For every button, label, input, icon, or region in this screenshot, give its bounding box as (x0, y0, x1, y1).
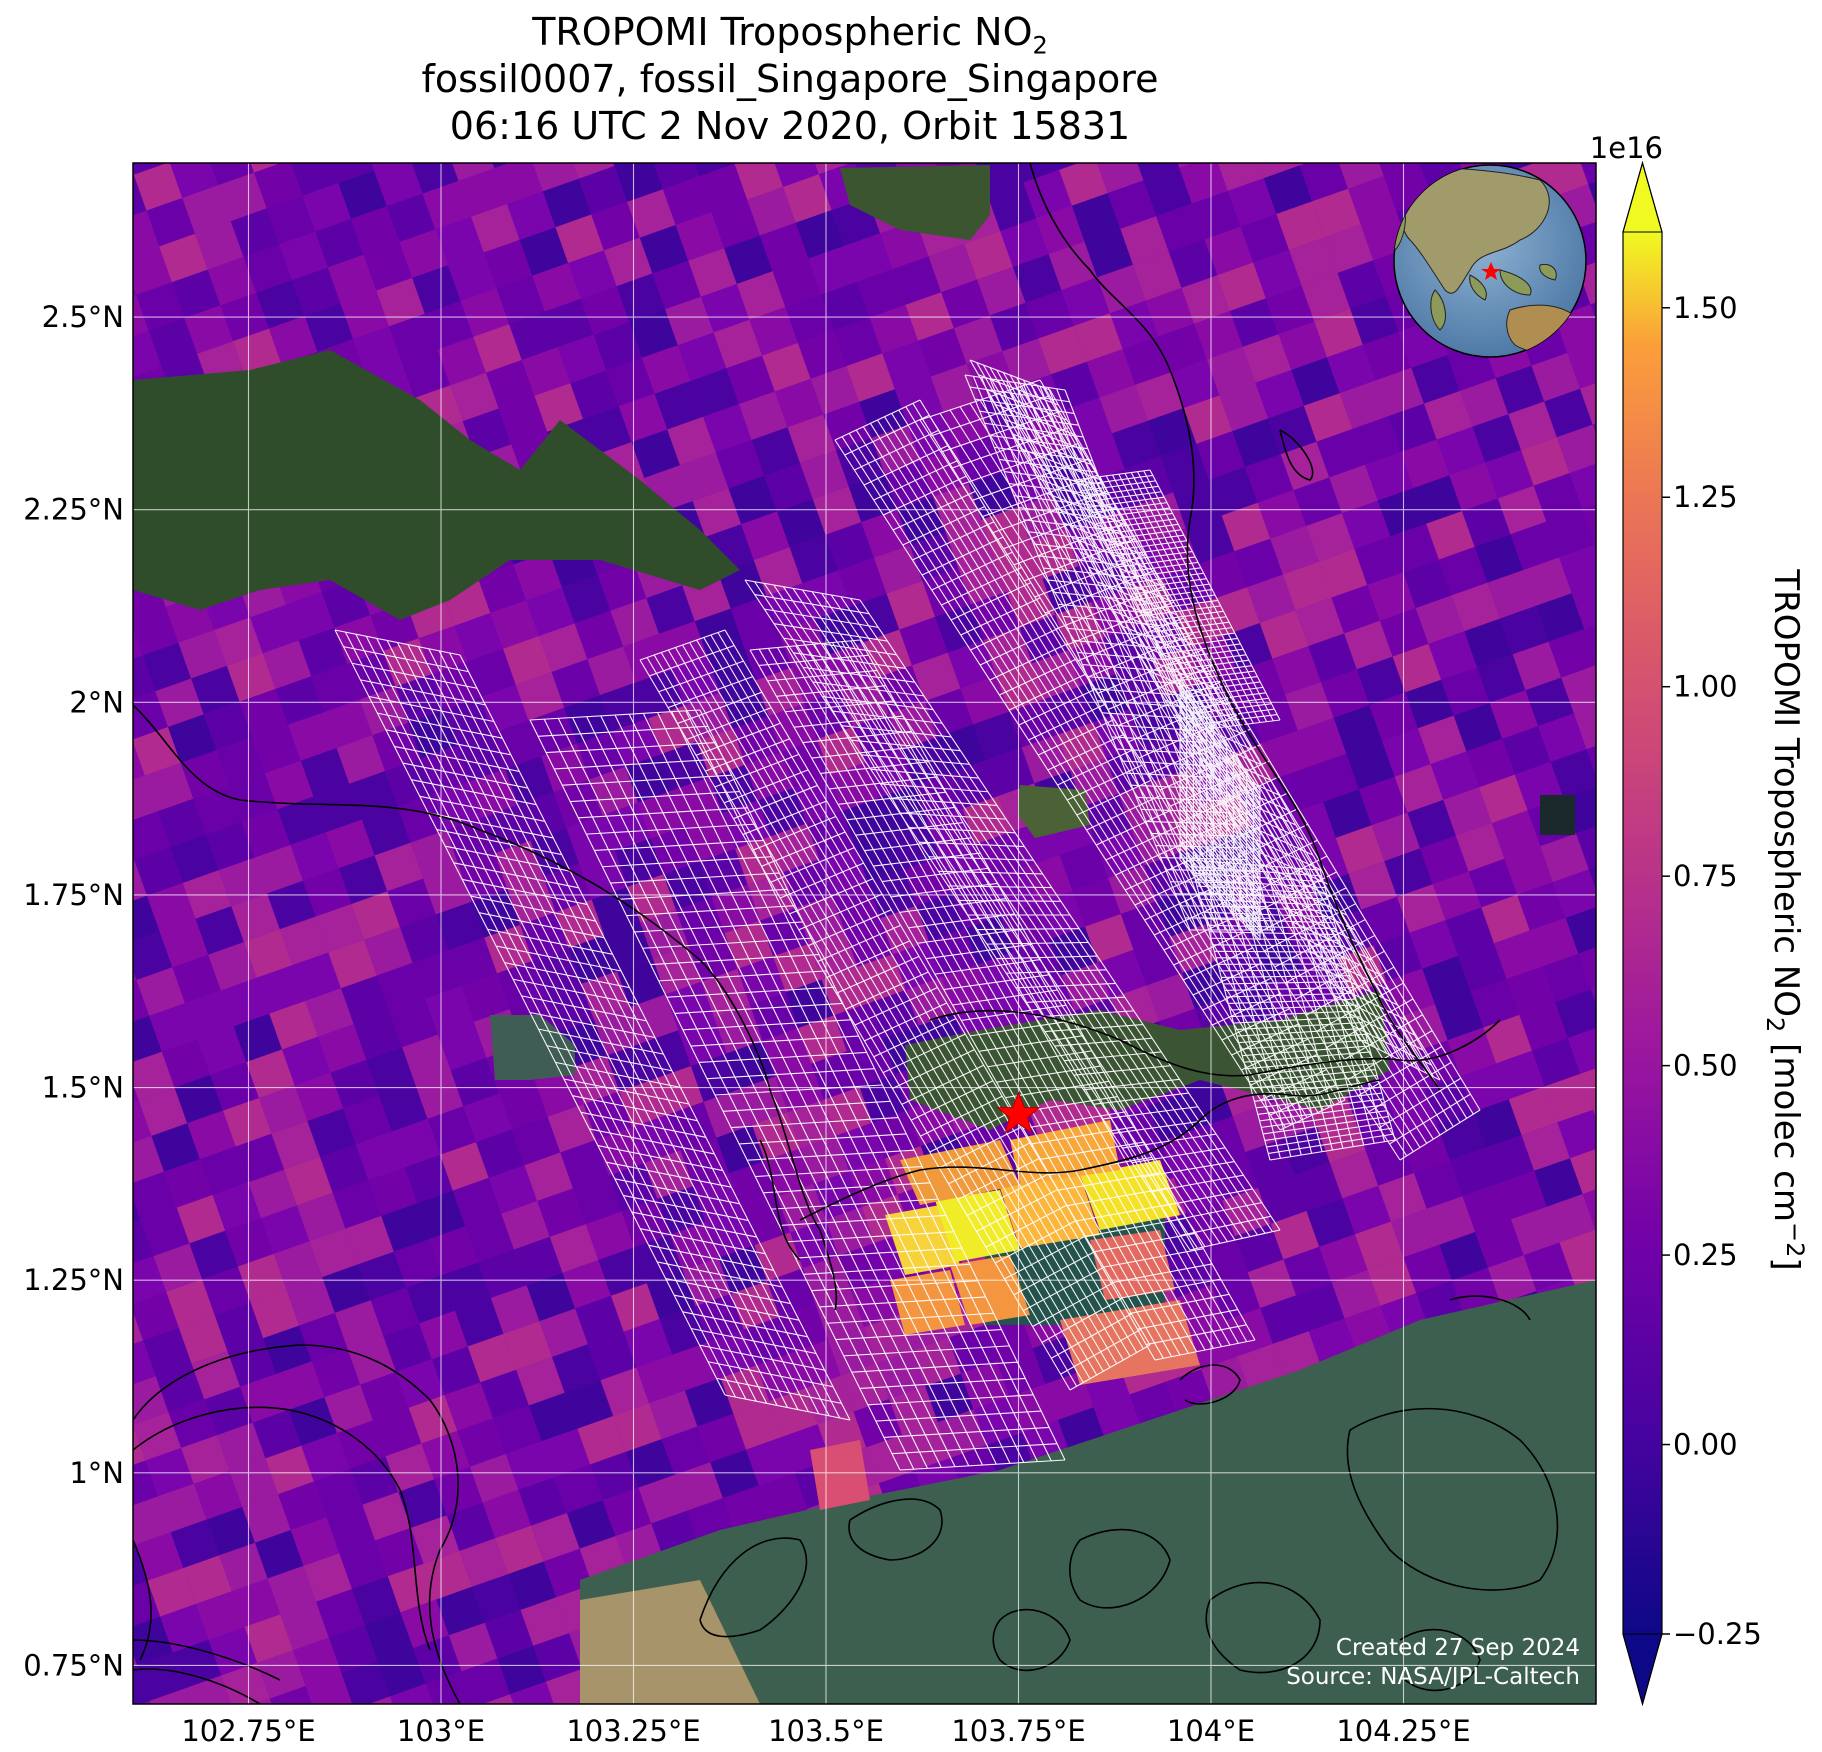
title-line-1: TROPOMI Tropospheric NO2 (532, 10, 1048, 60)
colorbar-tick-label-2: 1.00 (1673, 670, 1738, 704)
y-tick-label-3: 1.75°N (23, 878, 124, 912)
land-patch-johor-north (133, 350, 740, 620)
x-tick-label-4: 103.75°E (951, 1714, 1085, 1748)
tropomi-swath-grids (334, 359, 1481, 1471)
x-tick-label-5: 104°E (1167, 1714, 1255, 1748)
colorbar-tick-label-5: 0.25 (1673, 1238, 1738, 1272)
y-tick-label-2: 2°N (69, 685, 124, 719)
inset-globe (1393, 164, 1587, 358)
colorbar-label: TROPOMI Tropospheric NO2 [molec cm−2] (1761, 568, 1809, 1270)
colorbar-tick-label-3: 0.75 (1673, 859, 1738, 893)
y-tick-label-0: 2.5°N (42, 300, 124, 334)
colorbar-gradient (1623, 232, 1662, 1634)
x-tick-label-0: 102.75°E (181, 1714, 315, 1748)
y-tick-label-5: 1.25°N (23, 1263, 124, 1297)
credit-source: Source: NASA/JPL-Caltech (1286, 1664, 1580, 1690)
colorbar-tick-label-6: 0.00 (1673, 1428, 1738, 1462)
coastlines (133, 163, 1559, 1704)
colorbar-tick-label-1: 1.25 (1673, 480, 1738, 514)
credit-created: Created 27 Sep 2024 (1336, 1635, 1580, 1661)
colorbar-tick-label-7: −0.25 (1673, 1617, 1762, 1651)
land-patch-north (840, 165, 990, 240)
map-frame (132, 162, 1597, 1705)
x-axis-tick-labels: 102.75°E 103°E 103.25°E 103.5°E 103.75°E 104°… (181, 1714, 1470, 1748)
colorbar-tick-label-4: 0.50 (1673, 1049, 1738, 1083)
colorbar: 1.50 1.25 1.00 0.75 0.50 0.25 0.00 −0.25 1e16 T… (1590, 131, 1809, 1707)
satellite-imagery (133, 165, 1596, 1704)
map-panel: Created 27 Sep 2024 Source: NASA/JPL-Cal… (133, 163, 1596, 1704)
water-patch-west (490, 1015, 575, 1080)
target-star-marker (996, 1091, 1041, 1134)
colorbar-scale-factor: 1e16 (1590, 131, 1663, 165)
y-tick-label-1: 2.25°N (23, 493, 124, 527)
y-tick-label-6: 1°N (69, 1456, 124, 1490)
land-patch-riau-islands (580, 1280, 1596, 1704)
land-patch-singapore (905, 990, 1390, 1130)
y-tick-label-7: 0.75°N (23, 1648, 124, 1682)
x-tick-label-2: 103.25°E (566, 1714, 700, 1748)
globe-star-marker (1481, 262, 1501, 280)
y-tick-label-4: 1.5°N (42, 1071, 124, 1105)
colorbar-tick-label-0: 1.50 (1673, 291, 1738, 325)
dark-pixel-east (1540, 795, 1575, 835)
title-line-3: 06:16 UTC 2 Nov 2020, Orbit 15831 (449, 104, 1131, 148)
colorbar-extend-min (1622, 1633, 1663, 1706)
x-tick-label-1: 103°E (397, 1714, 485, 1748)
title-line-2: fossil0007, fossil_Singapore_Singapore (421, 57, 1159, 101)
no2-hotspot (810, 1120, 1200, 1510)
gridlines (133, 163, 1596, 1704)
sediment-water (580, 1580, 760, 1704)
colorbar-ticks: 1.50 1.25 1.00 0.75 0.50 0.25 0.00 −0.25 (1662, 291, 1762, 1651)
x-tick-label-6: 104.25°E (1336, 1714, 1470, 1748)
colorbar-extend-max (1622, 161, 1663, 233)
x-tick-label-3: 103.5°E (768, 1714, 884, 1748)
globe-land (1394, 167, 1586, 354)
y-axis-tick-labels: 2.5°N 2.25°N 2°N 1.75°N 1.5°N 1.25°N 1°N 0.75°N (23, 300, 124, 1682)
